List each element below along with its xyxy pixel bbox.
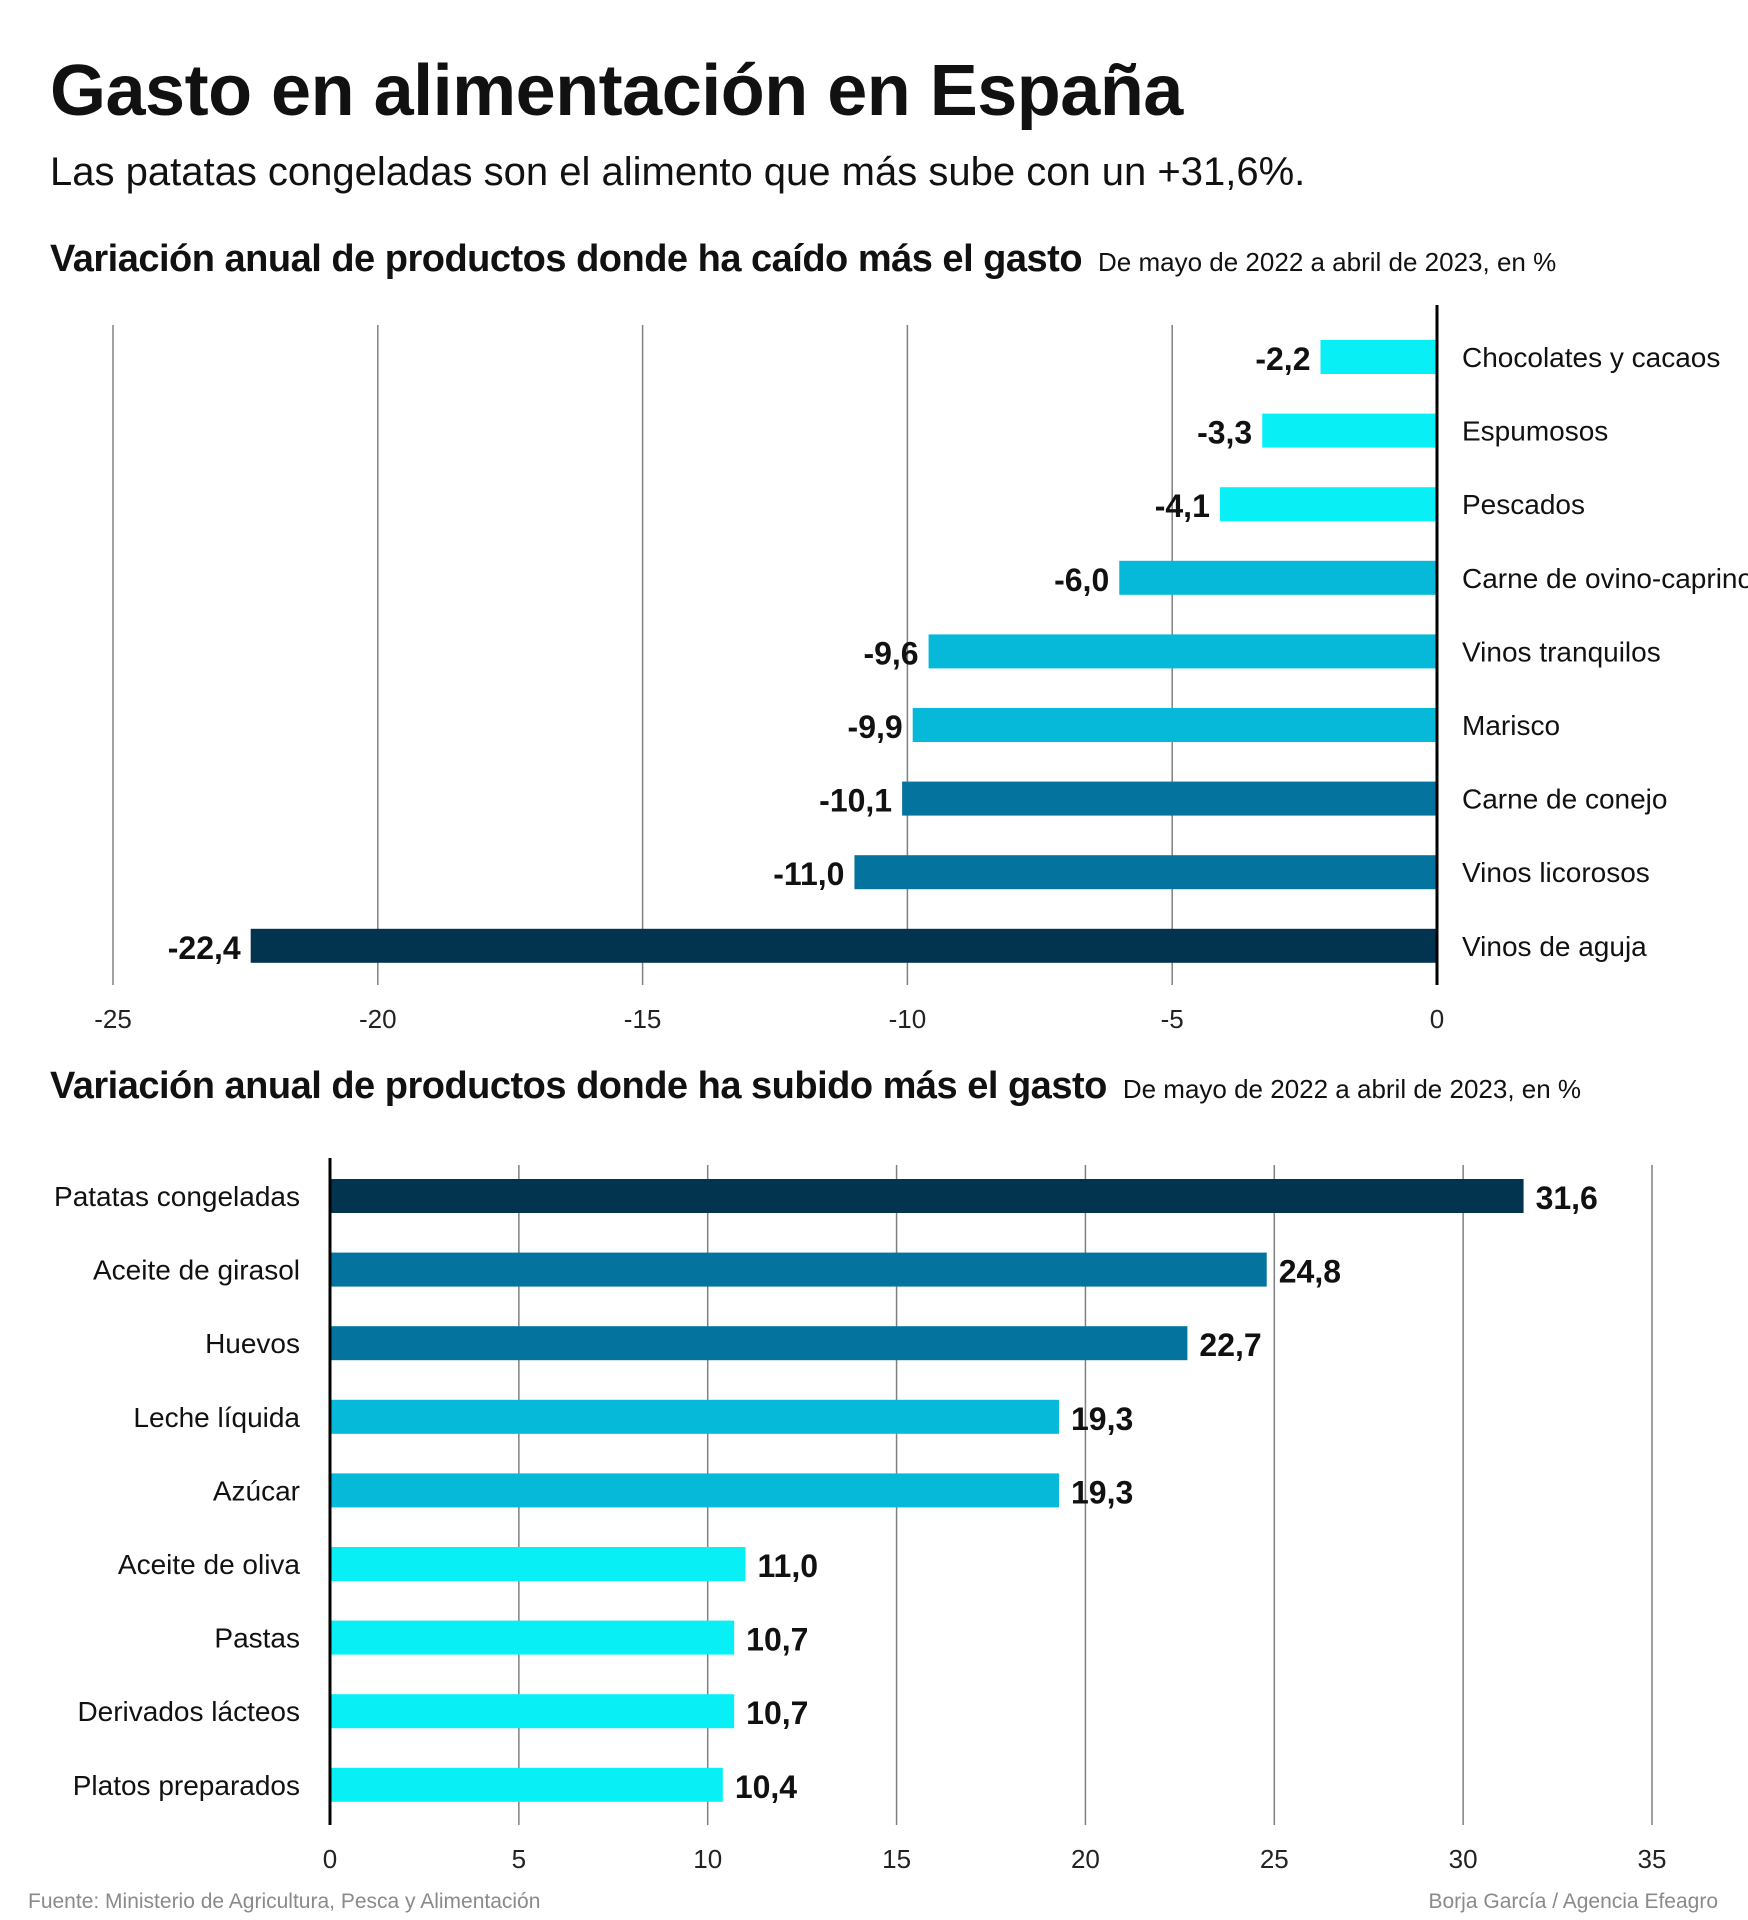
increase-value-label: 19,3 (1071, 1401, 1133, 1437)
decrease-category-label: Carne de ovino-caprino (1462, 563, 1748, 594)
increase-tick-label: 15 (882, 1844, 911, 1874)
decrease-bar (928, 634, 1437, 669)
increase-tick-label: 5 (512, 1844, 526, 1874)
increase-category-label: Huevos (205, 1328, 300, 1359)
increase-bar (330, 1399, 1059, 1434)
decrease-tick-label: 0 (1430, 1004, 1444, 1034)
decrease-tick-label: -5 (1161, 1004, 1184, 1034)
increase-category-label: Pastas (214, 1623, 300, 1654)
decrease-value-label: -11,0 (773, 856, 844, 892)
increase-value-label: 10,4 (735, 1769, 797, 1805)
decrease-bar (250, 928, 1437, 963)
increase-bar (330, 1473, 1059, 1508)
increase-tick-label: 10 (693, 1844, 722, 1874)
page-title: Gasto en alimentación en España (50, 51, 1183, 131)
decrease-chart: -25 -20 -15 -10 -5 0 Chocolates y cacaos -2,2 Es… (94, 305, 1748, 1034)
increase-chart-note: De mayo de 2022 a abril de 2023, en % (1122, 1074, 1582, 1104)
decrease-value-label: -3,3 (1197, 415, 1252, 451)
increase-category-label: Azúcar (213, 1475, 300, 1506)
decrease-value-label: -2,2 (1255, 341, 1310, 377)
decrease-value-label: -4,1 (1155, 488, 1210, 524)
increase-tick-label: 25 (1260, 1844, 1289, 1874)
decrease-bar (1219, 487, 1437, 522)
increase-value-label: 31,6 (1536, 1180, 1598, 1216)
decrease-category-label: Carne de conejo (1462, 784, 1667, 815)
decrease-category-label: Vinos tranquilos (1462, 636, 1661, 667)
source-note: Fuente: Ministerio de Agricultura, Pesca… (28, 1890, 541, 1913)
decrease-category-label: Espumosos (1462, 416, 1608, 447)
increase-category-label: Platos preparados (73, 1770, 300, 1801)
decrease-category-label: Marisco (1462, 710, 1560, 741)
decrease-bar (1320, 340, 1437, 374)
increase-category-label: Aceite de oliva (118, 1549, 301, 1580)
decrease-bar (902, 781, 1437, 816)
increase-value-label: 10,7 (746, 1695, 808, 1731)
increase-tick-label: 35 (1638, 1844, 1667, 1874)
decrease-tick-label: -15 (624, 1004, 662, 1034)
decrease-value-label: -22,4 (168, 930, 241, 966)
increase-bar (330, 1179, 1524, 1213)
decrease-bar (1119, 560, 1437, 595)
decrease-tick-label: -10 (889, 1004, 927, 1034)
credit-note: Borja García / Agencia Efeagro (1428, 1890, 1719, 1913)
decrease-value-label: -9,9 (848, 709, 903, 745)
decrease-chart-heading: Variación anual de productos donde ha ca… (50, 238, 1556, 281)
increase-category-label: Patatas congeladas (54, 1181, 300, 1212)
increase-value-label: 22,7 (1199, 1327, 1261, 1363)
increase-bar (330, 1326, 1188, 1361)
increase-tick-label: 0 (323, 1844, 337, 1874)
increase-tick-label: 20 (1071, 1844, 1100, 1874)
decrease-category-label: Chocolates y cacaos (1462, 342, 1720, 373)
increase-bar (330, 1694, 735, 1729)
decrease-value-label: -9,6 (863, 635, 918, 671)
decrease-category-label: Vinos de aguja (1462, 931, 1647, 962)
increase-value-label: 24,8 (1279, 1254, 1341, 1290)
decrease-chart-note: De mayo de 2022 a abril de 2023, en % (1098, 247, 1557, 277)
decrease-tick-label: -20 (359, 1004, 397, 1034)
increase-bar (330, 1252, 1267, 1287)
decrease-category-label: Vinos licorosos (1462, 857, 1650, 888)
increase-bar (330, 1620, 735, 1655)
page-subtitle: Las patatas congeladas son el alimento q… (50, 150, 1306, 194)
decrease-tick-label: -25 (94, 1004, 132, 1034)
increase-chart-title: Variación anual de productos donde ha su… (50, 1065, 1107, 1107)
increase-bar (330, 1767, 723, 1802)
increase-bar (330, 1547, 746, 1581)
decrease-bar (1262, 413, 1437, 448)
decrease-bar (854, 855, 1437, 890)
increase-category-label: Derivados lácteos (77, 1696, 300, 1727)
increase-chart-heading: Variación anual de productos donde ha su… (50, 1065, 1581, 1108)
increase-value-label: 19,3 (1071, 1474, 1133, 1510)
increase-value-label: 11,0 (757, 1548, 818, 1584)
decrease-bar (912, 708, 1437, 742)
increase-tick-label: 30 (1449, 1844, 1478, 1874)
increase-category-label: Leche líquida (133, 1402, 300, 1433)
decrease-category-label: Pescados (1462, 489, 1585, 520)
decrease-chart-title: Variación anual de productos donde ha ca… (50, 238, 1083, 280)
decrease-value-label: -6,0 (1054, 562, 1109, 598)
decrease-value-label: -10,1 (819, 783, 892, 819)
increase-category-label: Aceite de girasol (93, 1255, 300, 1286)
increase-value-label: 10,7 (746, 1622, 808, 1658)
